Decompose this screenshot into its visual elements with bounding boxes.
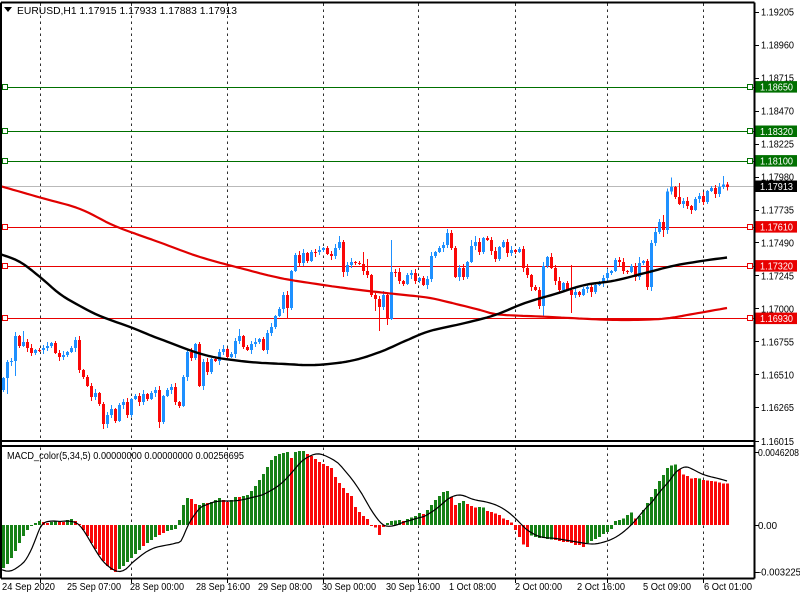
svg-text:1.17980: 1.17980 — [761, 173, 794, 184]
svg-text:0.00: 0.00 — [758, 521, 777, 532]
svg-text:1.18225: 1.18225 — [761, 140, 794, 151]
svg-text:1.19205: 1.19205 — [761, 8, 794, 19]
svg-text:MACD_color(5,34,5) 0.00000000: MACD_color(5,34,5) 0.00000000 0.00000000… — [7, 451, 244, 462]
svg-text:1.18650: 1.18650 — [760, 82, 793, 93]
svg-text:1.16015: 1.16015 — [761, 437, 794, 448]
svg-text:1.17735: 1.17735 — [761, 206, 794, 217]
svg-text:1.16510: 1.16510 — [761, 370, 794, 381]
svg-text:1.16755: 1.16755 — [761, 337, 794, 348]
svg-text:2 Oct 16:00: 2 Oct 16:00 — [577, 582, 625, 593]
svg-text:1.18100: 1.18100 — [760, 156, 793, 167]
svg-text:24 Sep 2020: 24 Sep 2020 — [2, 582, 55, 593]
svg-text:1.17913: 1.17913 — [760, 182, 793, 193]
svg-text:5 Oct 09:00: 5 Oct 09:00 — [643, 582, 691, 593]
svg-text:1.18470: 1.18470 — [761, 107, 794, 118]
svg-text:28 Sep 00:00: 28 Sep 00:00 — [130, 582, 184, 593]
svg-text:1.17490: 1.17490 — [761, 238, 794, 249]
svg-text:0.0046208: 0.0046208 — [758, 448, 799, 459]
svg-text:1.17320: 1.17320 — [760, 261, 793, 272]
svg-text:-0.003225: -0.003225 — [758, 568, 800, 579]
svg-text:6 Oct 01:00: 6 Oct 01:00 — [704, 582, 752, 593]
svg-text:1.16930: 1.16930 — [760, 314, 793, 325]
svg-text:1.18960: 1.18960 — [761, 41, 794, 52]
svg-text:30 Sep 16:00: 30 Sep 16:00 — [386, 582, 440, 593]
svg-text:1.17000: 1.17000 — [761, 304, 794, 315]
svg-text:1.17245: 1.17245 — [761, 271, 794, 282]
svg-text:1.17610: 1.17610 — [760, 222, 793, 233]
svg-text:EURUSD,H1 1.17915 1.17933 1.1: EURUSD,H1 1.17915 1.17933 1.17883 1.1791… — [17, 6, 237, 17]
svg-text:1 Oct 08:00: 1 Oct 08:00 — [449, 582, 496, 593]
svg-text:25 Sep 07:00: 25 Sep 07:00 — [67, 582, 121, 593]
svg-text:2 Oct 00:00: 2 Oct 00:00 — [515, 582, 562, 593]
svg-text:1.18320: 1.18320 — [760, 127, 793, 138]
svg-text:28 Sep 16:00: 28 Sep 16:00 — [196, 582, 250, 593]
svg-text:1.16265: 1.16265 — [761, 403, 794, 414]
svg-text:1.18715: 1.18715 — [761, 74, 794, 85]
svg-text:30 Sep 00:00: 30 Sep 00:00 — [322, 582, 376, 593]
svg-text:29 Sep 08:00: 29 Sep 08:00 — [258, 582, 312, 593]
